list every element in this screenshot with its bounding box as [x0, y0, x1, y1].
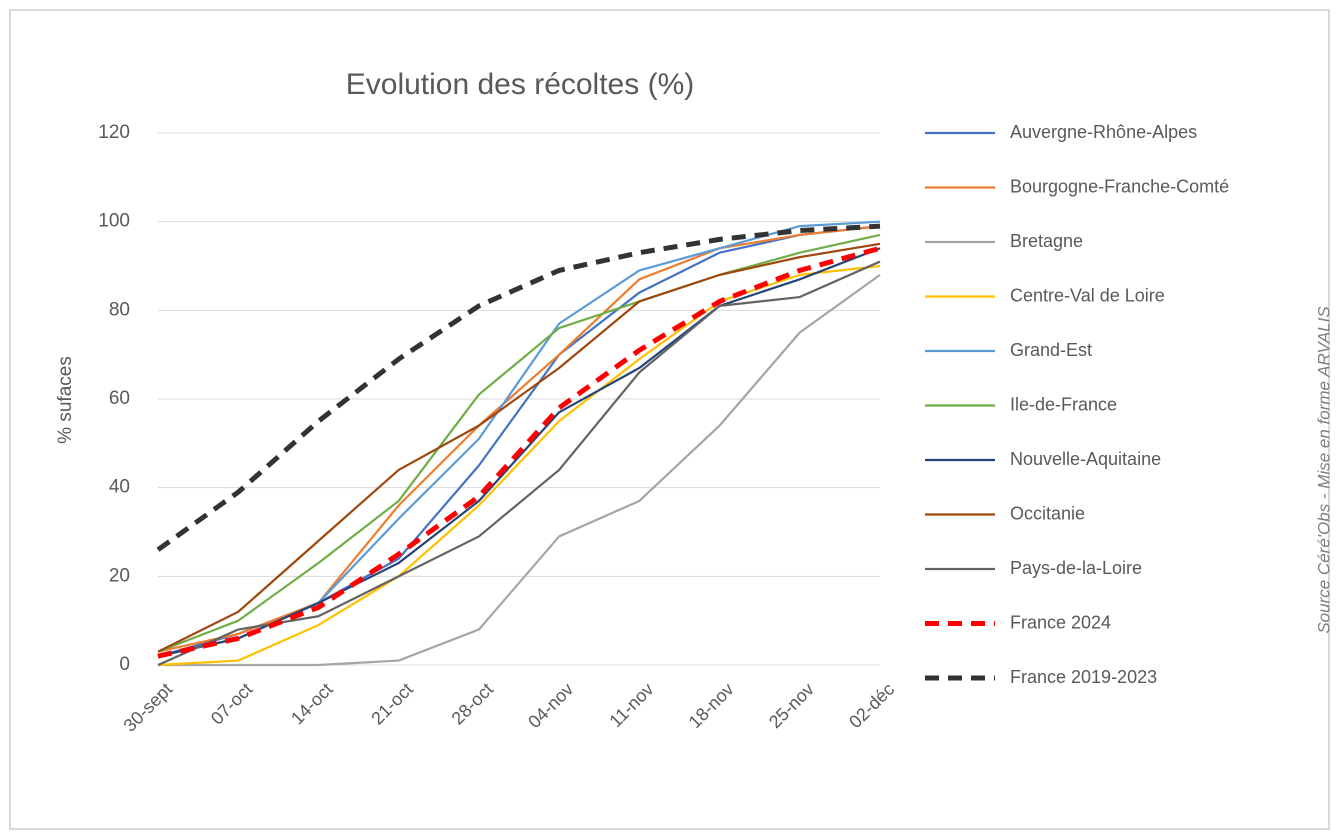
chart-frame	[9, 9, 1330, 830]
chart-title: Evolution des récoltes (%)	[346, 68, 695, 101]
y-axis-label: % sufaces	[55, 356, 76, 444]
y-tick-label: 20	[109, 565, 130, 586]
y-tick-label: 0	[119, 654, 130, 675]
legend-label: Pays-de-la-Loire	[1010, 558, 1142, 578]
y-tick-label: 80	[109, 299, 130, 320]
series-line	[157, 225, 881, 653]
legend-label: Bretagne	[1010, 231, 1083, 251]
series-line	[158, 273, 881, 667]
source-annotation: Source Céré'Obs - Mise en forme ARVALIS	[1314, 306, 1333, 634]
y-tick-label: 120	[98, 122, 130, 143]
legend-label: France 2024	[1010, 612, 1111, 632]
legend-label: Occitanie	[1010, 503, 1085, 523]
y-tick-label: 100	[98, 211, 130, 232]
series-line	[157, 242, 881, 653]
series-line	[156, 223, 881, 552]
legend-label: Auvergne-Rhône-Alpes	[1010, 122, 1197, 142]
legend-label: Nouvelle-Aquitaine	[1010, 449, 1161, 469]
legend-label: Grand-Est	[1010, 340, 1092, 360]
series-line	[157, 233, 881, 653]
legend-label: Centre-Val de Loire	[1010, 285, 1165, 305]
legend-label: Bourgogne-Franche-Comté	[1010, 176, 1229, 196]
legend-label: Ile-de-France	[1010, 394, 1117, 414]
y-tick-label: 40	[109, 477, 130, 498]
y-tick-label: 60	[109, 388, 130, 409]
legend-label: France 2019-2023	[1010, 667, 1157, 687]
series-line	[157, 245, 881, 659]
